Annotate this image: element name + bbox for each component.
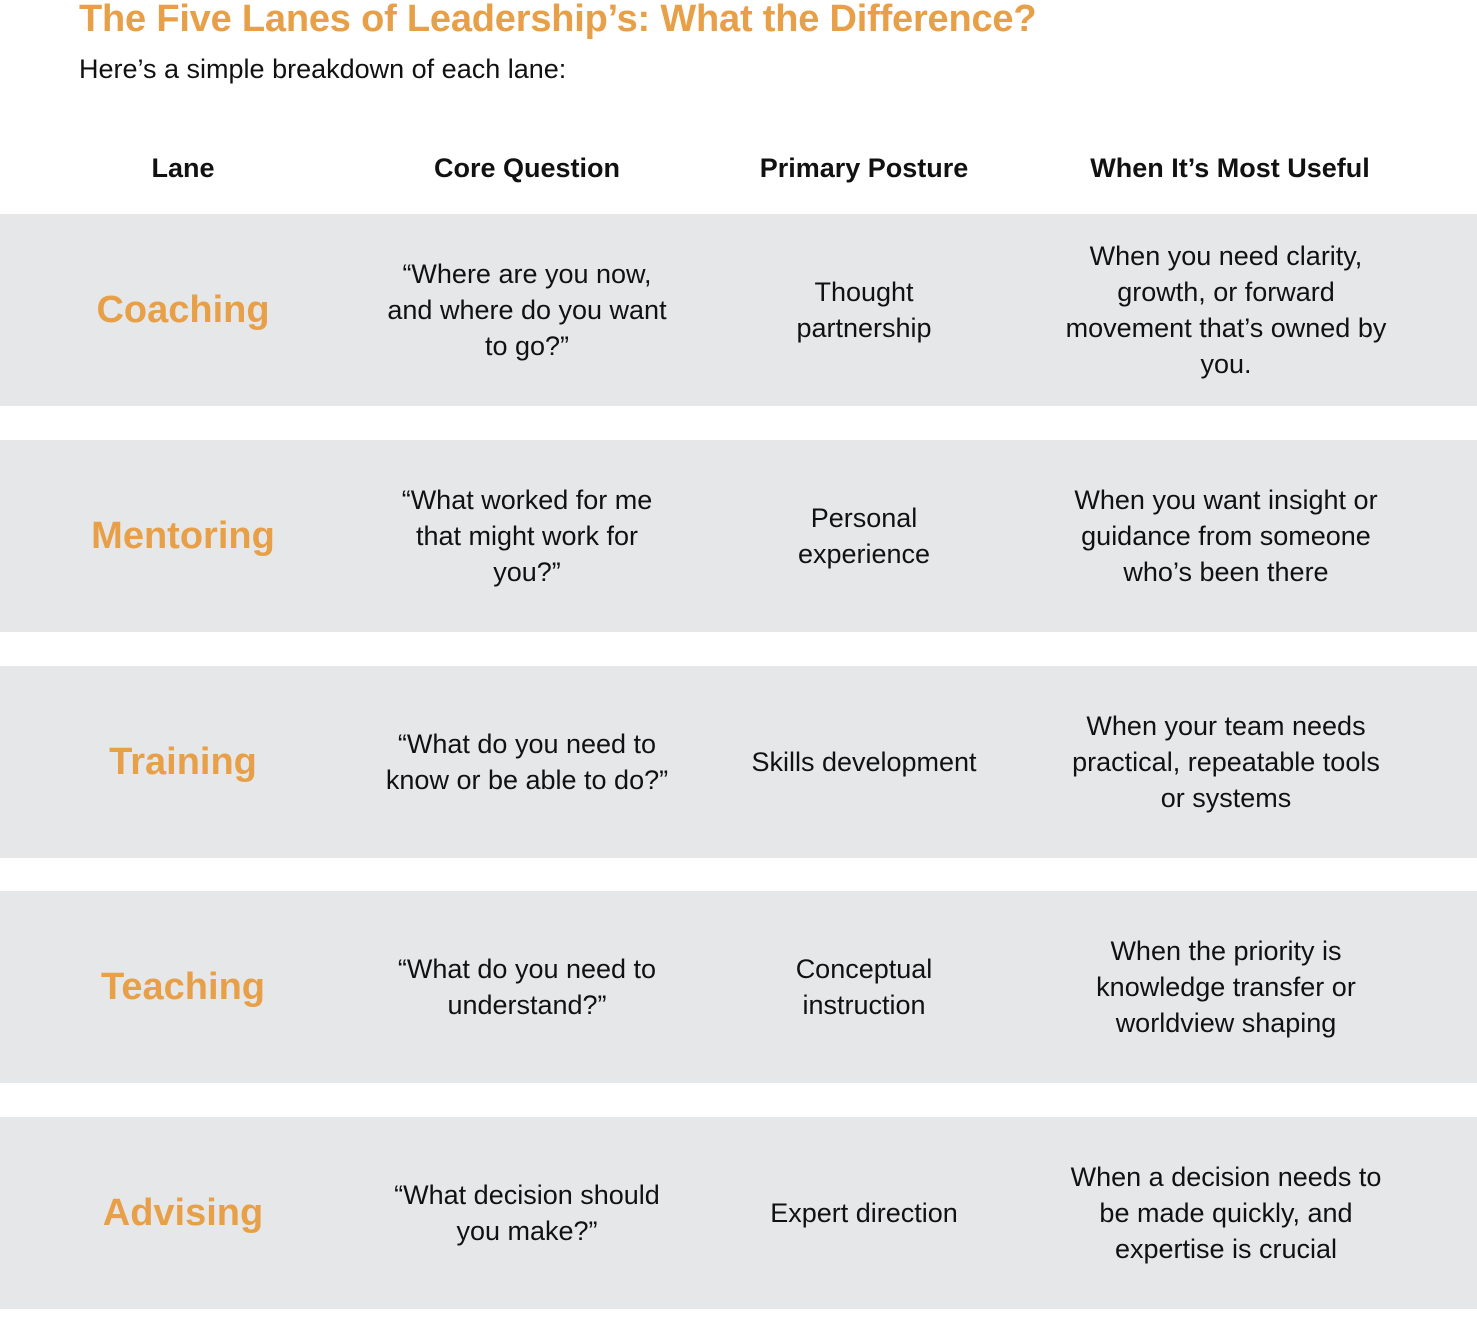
primary-posture-text: Personal experience — [797, 503, 931, 569]
question-cell: “What do you need to know or be able to … — [366, 666, 688, 858]
core-question-text: “What do you need to know or be able to … — [385, 729, 669, 795]
posture-cell: Personal experience — [688, 440, 1040, 632]
primary-posture-text: Skills development — [751, 747, 977, 777]
table-row: Training “What do you need to know or be… — [0, 666, 1477, 858]
lane-cell: Teaching — [0, 891, 366, 1083]
column-header-core-question: Core Question — [433, 153, 621, 183]
lane-cell: Coaching — [0, 214, 366, 406]
core-question-text: “What decision should you make?” — [394, 1180, 660, 1246]
useful-cell: When your team needs practical, repeatab… — [1040, 666, 1412, 858]
question-cell: “Where are you now, and where do you wan… — [366, 214, 688, 406]
lane-cell: Advising — [0, 1117, 366, 1309]
useful-cell: When you need clarity, growth, or forwar… — [1040, 214, 1412, 406]
useful-cell: When the priority is knowledge transfer … — [1040, 891, 1412, 1083]
question-cell: “What do you need to understand?” — [366, 891, 688, 1083]
posture-cell: Skills development — [688, 666, 1040, 858]
table-row: Mentoring “What worked for me that might… — [0, 440, 1477, 632]
lane-cell: Mentoring — [0, 440, 366, 632]
lane-name: Teaching — [101, 966, 265, 1008]
question-cell: “What decision should you make?” — [366, 1117, 688, 1309]
table-header: Lane Core Question Primary Posture When … — [0, 145, 1477, 191]
lane-cell: Training — [0, 666, 366, 858]
posture-cell: Conceptual instruction — [688, 891, 1040, 1083]
primary-posture-text: Thought partnership — [796, 277, 932, 343]
most-useful-text: When you want insight or guidance from s… — [1074, 485, 1378, 587]
table-row: Coaching “Where are you now, and where d… — [0, 214, 1477, 406]
useful-cell: When a decision needs to be made quickly… — [1040, 1117, 1412, 1309]
most-useful-text: When your team needs practical, repeatab… — [1072, 711, 1380, 813]
posture-cell: Expert direction — [688, 1117, 1040, 1309]
most-useful-text: When a decision needs to be made quickly… — [1070, 1162, 1382, 1264]
lane-name: Mentoring — [91, 515, 275, 557]
most-useful-text: When you need clarity, growth, or forwar… — [1065, 241, 1387, 379]
column-header-most-useful: When It’s Most Useful — [1090, 153, 1370, 183]
column-header-primary-posture: Primary Posture — [759, 153, 969, 183]
table-row: Teaching “What do you need to understand… — [0, 891, 1477, 1083]
lane-name: Training — [109, 741, 257, 783]
core-question-text: “What worked for me that might work for … — [401, 485, 653, 587]
core-question-text: “What do you need to understand?” — [397, 954, 657, 1020]
column-header-lane: Lane — [151, 153, 215, 183]
lane-name: Coaching — [96, 289, 270, 331]
question-cell: “What worked for me that might work for … — [366, 440, 688, 632]
posture-cell: Thought partnership — [688, 214, 1040, 406]
primary-posture-text: Expert direction — [770, 1198, 958, 1228]
page-title: The Five Lanes of Leadership’s: What the… — [79, 0, 1037, 40]
core-question-text: “Where are you now, and where do you wan… — [387, 259, 667, 361]
useful-cell: When you want insight or guidance from s… — [1040, 440, 1412, 632]
primary-posture-text: Conceptual instruction — [795, 954, 933, 1020]
lane-name: Advising — [102, 1192, 264, 1234]
most-useful-text: When the priority is knowledge transfer … — [1096, 936, 1356, 1038]
table-row: Advising “What decision should you make?… — [0, 1117, 1477, 1309]
page-subtitle: Here’s a simple breakdown of each lane: — [79, 54, 567, 84]
